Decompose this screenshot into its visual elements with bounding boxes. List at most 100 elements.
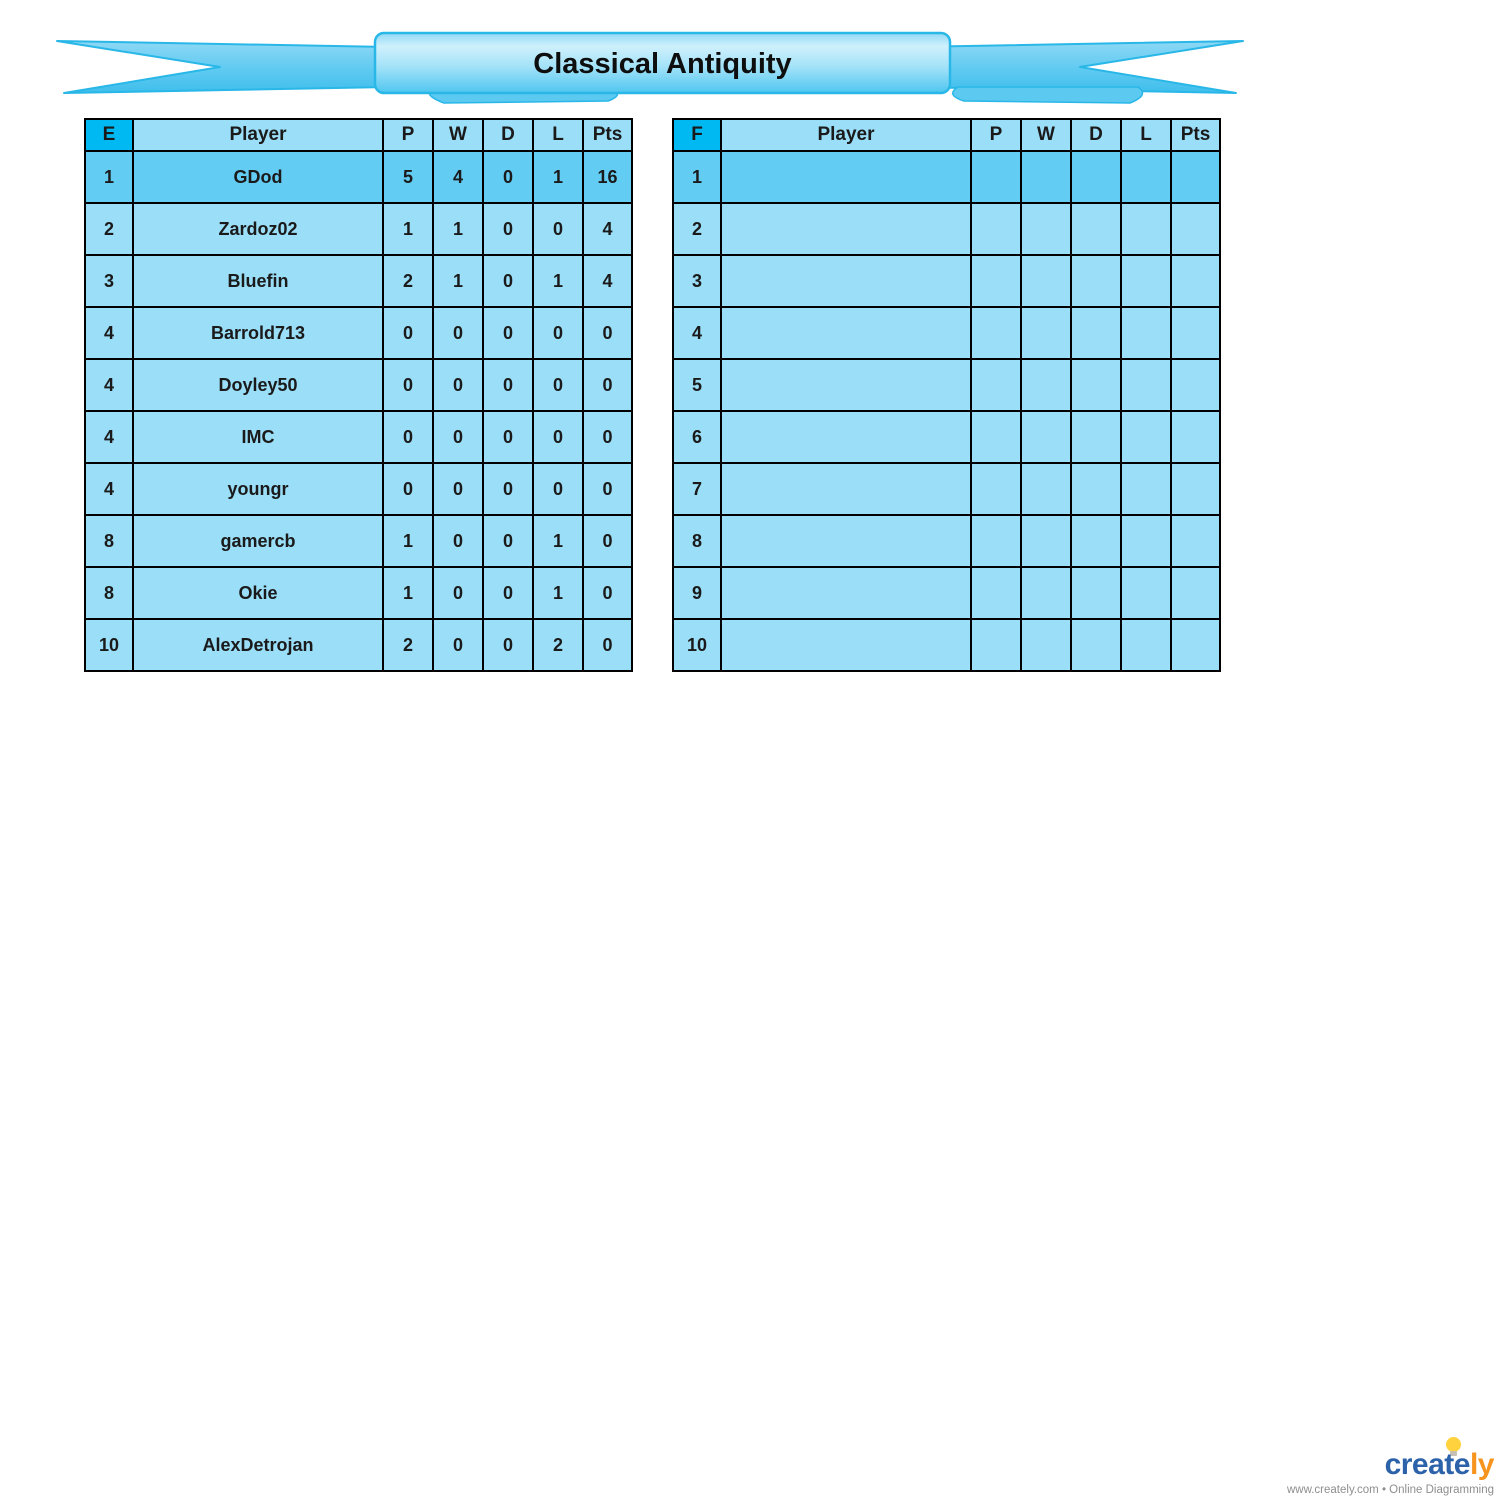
stat-losses-cell: 1	[532, 566, 584, 620]
player-cell	[720, 514, 972, 568]
rank-cell: 4	[672, 306, 722, 360]
stat-points-cell	[1170, 150, 1221, 204]
ribbon-panel	[373, 31, 952, 95]
stat-played-cell	[970, 306, 1022, 360]
stat-draws-cell: 0	[482, 566, 534, 620]
stat-wins-cell	[1020, 358, 1072, 412]
ribbon-right-fold	[952, 86, 1144, 104]
stat-losses-cell	[1120, 410, 1172, 464]
stat-draws-cell	[1070, 514, 1122, 568]
table-row: 6	[672, 410, 1221, 464]
logo-text-blue: create	[1384, 1448, 1471, 1481]
player-cell: Barrold713	[132, 306, 384, 360]
player-cell: GDod	[132, 150, 384, 204]
stat-points-cell: 4	[582, 254, 633, 308]
player-cell	[720, 150, 972, 204]
draws-header-cell: D	[482, 118, 534, 152]
stat-played-cell: 1	[382, 514, 434, 568]
stat-wins-cell	[1020, 618, 1072, 672]
logo-text-orange: ly	[1469, 1448, 1495, 1481]
stat-played-cell: 0	[382, 306, 434, 360]
stat-played-cell	[970, 202, 1022, 256]
player-cell	[720, 202, 972, 256]
stat-losses-cell: 0	[532, 358, 584, 412]
stat-losses-cell: 1	[532, 514, 584, 568]
stat-points-cell	[1170, 410, 1221, 464]
table-row: 3	[672, 254, 1221, 308]
stat-draws-cell: 0	[482, 150, 534, 204]
stat-losses-cell: 1	[532, 150, 584, 204]
stat-draws-cell: 0	[482, 462, 534, 516]
stat-wins-cell: 0	[432, 462, 484, 516]
creately-logo: creately	[1384, 1448, 1495, 1482]
stat-points-cell	[1170, 618, 1221, 672]
league-table-group-f: F Player P W D L Pts 1 2 3 4 5 6 7 8 9 10	[672, 118, 1221, 672]
stat-played-cell	[970, 618, 1022, 672]
player-cell	[720, 306, 972, 360]
stat-losses-cell	[1120, 462, 1172, 516]
wins-header-cell: W	[1020, 118, 1072, 152]
table-header-row: E Player P W D L Pts	[84, 118, 633, 152]
table-row: 4 youngr 0 0 0 0 0	[84, 462, 633, 516]
player-cell: Doyley50	[132, 358, 384, 412]
table-row: 7	[672, 462, 1221, 516]
table-row: 10 AlexDetrojan 2 0 0 2 0	[84, 618, 633, 672]
rank-cell: 2	[84, 202, 134, 256]
rank-cell: 7	[672, 462, 722, 516]
stat-draws-cell	[1070, 254, 1122, 308]
stat-losses-cell	[1120, 358, 1172, 412]
stat-played-cell	[970, 566, 1022, 620]
player-cell	[720, 358, 972, 412]
table-row: 8 Okie 1 0 0 1 0	[84, 566, 633, 620]
stat-played-cell	[970, 150, 1022, 204]
table-row: 4 Barrold713 0 0 0 0 0	[84, 306, 633, 360]
table-row: 1	[672, 150, 1221, 204]
stat-points-cell: 4	[582, 202, 633, 256]
stat-wins-cell: 1	[432, 254, 484, 308]
stat-losses-cell	[1120, 618, 1172, 672]
stat-points-cell: 0	[582, 618, 633, 672]
stat-wins-cell	[1020, 462, 1072, 516]
points-header-cell: Pts	[1170, 118, 1221, 152]
draws-header-cell: D	[1070, 118, 1122, 152]
creately-tagline[interactable]: www.creately.com • Online Diagramming	[1286, 1484, 1494, 1496]
stat-draws-cell	[1070, 566, 1122, 620]
stat-points-cell	[1170, 202, 1221, 256]
stat-draws-cell: 0	[482, 410, 534, 464]
stat-points-cell: 0	[582, 410, 633, 464]
table-row: 4 Doyley50 0 0 0 0 0	[84, 358, 633, 412]
player-cell: IMC	[132, 410, 384, 464]
stat-wins-cell	[1020, 150, 1072, 204]
rank-cell: 10	[672, 618, 722, 672]
ribbon-right-tail	[909, 40, 1244, 94]
table-row: 8	[672, 514, 1221, 568]
stat-points-cell: 0	[582, 462, 633, 516]
stat-losses-cell	[1120, 254, 1172, 308]
stat-draws-cell: 0	[482, 202, 534, 256]
player-cell: Okie	[132, 566, 384, 620]
stat-played-cell: 2	[382, 618, 434, 672]
stat-played-cell	[970, 514, 1022, 568]
table-row: 9	[672, 566, 1221, 620]
stat-played-cell	[970, 462, 1022, 516]
points-header-cell: Pts	[582, 118, 633, 152]
stat-points-cell: 0	[582, 306, 633, 360]
stat-points-cell	[1170, 462, 1221, 516]
group-header-cell: E	[84, 118, 134, 152]
player-cell	[720, 410, 972, 464]
stat-wins-cell: 0	[432, 618, 484, 672]
rank-cell: 3	[84, 254, 134, 308]
stat-played-cell	[970, 358, 1022, 412]
creately-brand[interactable]: creately www.creately.com • Online Diagr…	[1284, 1434, 1495, 1504]
player-cell	[720, 462, 972, 516]
player-cell: Bluefin	[132, 254, 384, 308]
stat-points-cell	[1170, 566, 1221, 620]
banner-title: Classical Antiquity	[533, 48, 792, 80]
rank-cell: 3	[672, 254, 722, 308]
stat-points-cell	[1170, 254, 1221, 308]
rank-cell: 1	[84, 150, 134, 204]
rank-cell: 4	[84, 410, 134, 464]
stat-losses-cell: 0	[532, 462, 584, 516]
stat-wins-cell	[1020, 566, 1072, 620]
